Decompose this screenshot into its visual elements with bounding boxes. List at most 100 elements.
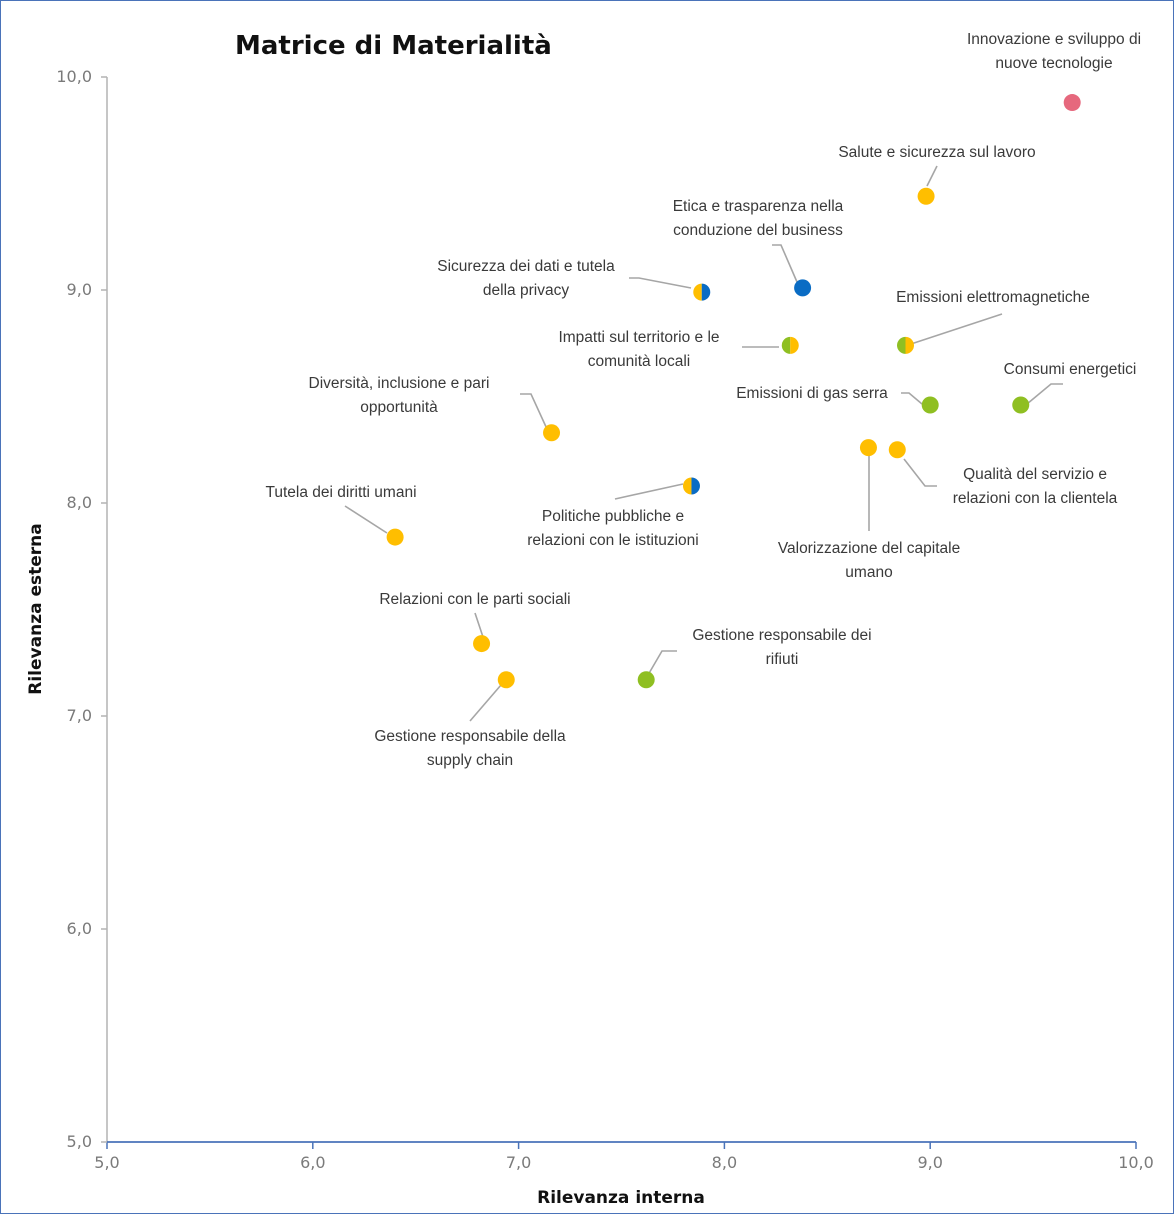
- point-label-line: supply chain: [427, 752, 513, 769]
- chart-title: Matrice di Materialità: [235, 31, 552, 61]
- y-axis-title: Rilevanza esterna: [26, 523, 46, 694]
- point-label-line: opportunità: [360, 399, 438, 416]
- point-label-qualita: Qualità del servizio e relazioni con la c…: [953, 466, 1118, 507]
- point-label-line: conduzione del business: [673, 222, 843, 239]
- data-point-half: [897, 336, 906, 354]
- point-labels: Innovazione e sviluppo di nuove tecnologi…: [265, 31, 1141, 769]
- data-point-gas-serra: [921, 396, 939, 414]
- point-label-line: Impatti sul territorio e le: [558, 329, 719, 346]
- point-label-salute: Salute e sicurezza sul lavoro: [838, 144, 1035, 161]
- point-label-etica: Etica e trasparenza nella conduzione del …: [673, 198, 844, 239]
- y-axis-ticks: 5,0 6,0 7,0 8,0 9,0 10,0: [56, 67, 107, 1151]
- point-label-politiche: Politiche pubbliche e relazioni con le is…: [527, 508, 698, 549]
- data-point-diversita: [543, 424, 561, 442]
- point-label-line: relazioni con le istituzioni: [527, 532, 698, 549]
- data-point-etica: [794, 279, 812, 297]
- point-label-line: comunità locali: [588, 353, 691, 370]
- point-label-line: umano: [845, 564, 892, 581]
- point-label-line: Salute e sicurezza sul lavoro: [838, 144, 1035, 161]
- point-label-line: della privacy: [483, 282, 569, 299]
- data-point-supply-chain: [497, 671, 515, 689]
- leader-line: [647, 650, 677, 676]
- point-label-line: Innovazione e sviluppo di: [967, 31, 1141, 48]
- y-tick-label: 9,0: [67, 280, 92, 299]
- point-label-line: Politiche pubbliche e: [542, 508, 684, 525]
- y-tick-label: 7,0: [67, 706, 92, 725]
- data-point-half: [693, 283, 702, 301]
- point-label-consumi: Consumi energetici: [1004, 361, 1137, 378]
- data-point-parti-sociali: [473, 635, 491, 653]
- point-label-line: nuove tecnologie: [995, 55, 1112, 72]
- y-tick-label: 8,0: [67, 493, 92, 512]
- y-tick-label: 5,0: [67, 1132, 92, 1151]
- point-label-diritti-umani: Tutela dei diritti umani: [265, 484, 416, 501]
- leader-line: [910, 313, 1003, 345]
- leader-line: [1026, 383, 1063, 405]
- point-label-emissioni-elettro: Emissioni elettromagnetiche: [896, 289, 1090, 306]
- point-label-line: Gestione responsabile dei: [692, 627, 871, 644]
- x-tick-label: 6,0: [300, 1153, 325, 1172]
- data-point-half: [691, 477, 700, 495]
- data-point-emissioni-elettro: [897, 336, 915, 354]
- data-points: [386, 94, 1081, 689]
- x-axis-ticks: 5,0 6,0 7,0 8,0 9,0 10,0: [94, 1142, 1154, 1172]
- y-tick-label: 10,0: [56, 67, 92, 86]
- point-label-parti-sociali: Relazioni con le parti sociali: [379, 591, 570, 608]
- data-point-valorizzazione: [859, 439, 877, 457]
- point-label-line: Tutela dei diritti umani: [265, 484, 416, 501]
- point-label-line: rifiuti: [766, 651, 799, 668]
- point-label-line: Valorizzazione del capitale: [778, 540, 960, 557]
- leader-line: [614, 483, 684, 500]
- y-tick-label: 6,0: [67, 919, 92, 938]
- data-point-half: [701, 283, 711, 301]
- leader-line: [903, 458, 937, 487]
- x-tick-label: 5,0: [94, 1153, 119, 1172]
- point-label-line: Diversità, inclusione e pari: [309, 375, 490, 392]
- point-label-sicurezza-dati: Sicurezza dei dati e tutela della privacy: [437, 258, 615, 299]
- point-label-line: relazioni con la clientela: [953, 490, 1118, 507]
- leader-line: [474, 612, 484, 638]
- point-label-impatti: Impatti sul territorio e le comunità loca…: [558, 329, 719, 370]
- point-label-line: Consumi energetici: [1004, 361, 1137, 378]
- x-tick-label: 7,0: [506, 1153, 531, 1172]
- data-point-diritti-umani: [386, 528, 404, 546]
- data-point-half: [790, 336, 799, 354]
- x-tick-label: 10,0: [1118, 1153, 1154, 1172]
- x-tick-label: 9,0: [917, 1153, 942, 1172]
- point-label-innovazione: Innovazione e sviluppo di nuove tecnologi…: [967, 31, 1141, 72]
- data-point-half: [905, 336, 915, 354]
- point-label-line: Sicurezza dei dati e tutela: [437, 258, 615, 275]
- point-label-line: Relazioni con le parti sociali: [379, 591, 570, 608]
- point-label-supply-chain: Gestione responsabile della supply chain: [374, 728, 566, 769]
- x-axis-title: Rilevanza interna: [537, 1188, 705, 1208]
- data-point-impatti: [781, 336, 799, 354]
- leader-lines: [344, 165, 1063, 722]
- leader-line: [344, 505, 388, 534]
- x-tick-label: 8,0: [712, 1153, 737, 1172]
- leader-line: [926, 165, 938, 187]
- point-label-line: Gestione responsabile della: [374, 728, 566, 745]
- leader-line: [469, 684, 502, 722]
- data-point-qualita: [888, 441, 906, 459]
- point-label-diversita: Diversità, inclusione e pari opportunità: [309, 375, 490, 416]
- data-point-salute: [917, 187, 935, 205]
- data-point-innovazione: [1063, 94, 1081, 112]
- data-point-consumi: [1012, 396, 1030, 414]
- leader-line: [520, 393, 548, 430]
- data-point-half: [781, 336, 791, 354]
- point-label-rifiuti: Gestione responsabile dei rifiuti: [692, 627, 871, 668]
- point-label-gas-serra: Emissioni di gas serra: [736, 385, 888, 402]
- data-point-rifiuti: [637, 671, 655, 689]
- leader-line: [901, 392, 923, 405]
- data-point-sicurezza-dati: [693, 283, 711, 301]
- data-point-half: [682, 477, 692, 495]
- leader-line: [772, 244, 798, 283]
- leader-line: [629, 277, 692, 289]
- point-label-line: Emissioni di gas serra: [736, 385, 888, 402]
- data-point-politiche: [682, 477, 700, 495]
- point-label-line: Etica e trasparenza nella: [673, 198, 844, 215]
- point-label-line: Qualità del servizio e: [963, 466, 1107, 483]
- point-label-valorizzazione: Valorizzazione del capitale umano: [778, 540, 960, 581]
